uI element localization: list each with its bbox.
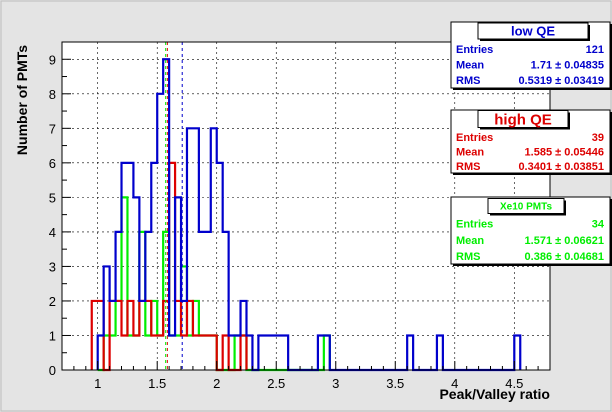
x-tick-label: 3 — [332, 376, 339, 391]
stats-title-frame — [477, 22, 589, 40]
stats-title-frame — [487, 198, 565, 214]
stats-row-label: RMS — [456, 75, 480, 87]
axes: 1 1.5 2 2.5 3 3.5 4 4.5 0 1 2 3 4 5 6 7 8 9 — [49, 41, 551, 391]
y-tick-label: 2 — [49, 294, 56, 309]
stats-row-value: 0.5319 ± 0.03419 — [518, 75, 604, 87]
x-tick-label: 4 — [451, 376, 458, 391]
x-tick-label: 4.5 — [505, 376, 523, 391]
stats-title-frame — [477, 110, 569, 128]
mean-lines — [165, 42, 183, 370]
y-tick-label: 5 — [49, 190, 56, 205]
stats-row-value: 34 — [592, 219, 605, 231]
y-tick-label: 1 — [49, 328, 56, 343]
stats-box-low-qe: low QE Entries 121 Mean 1.71 ± 0.04835 RMS 0.5… — [450, 21, 612, 90]
stats-row-value: 0.386 ± 0.04681 — [525, 251, 604, 263]
stats-row-label: Mean — [456, 235, 484, 247]
x-tick-label: 1.5 — [148, 376, 166, 391]
stats-row-value: 121 — [586, 44, 604, 56]
stats-row-value: 39 — [592, 132, 604, 144]
stats-row-value: 1.571 ± 0.06621 — [525, 235, 604, 247]
x-tick-label: 3.5 — [386, 376, 404, 391]
stats-row-label: RMS — [456, 251, 480, 263]
x-axis-label: Peak/Valley ratio — [439, 386, 550, 402]
y-tick-label: 7 — [49, 121, 56, 136]
y-tick-label: 8 — [49, 87, 56, 102]
histogram-low-qe — [96, 58, 522, 372]
y-axis-label: Number of PMTs — [14, 45, 30, 155]
y-tick-label: 0 — [49, 363, 56, 378]
stats-row-label: Mean — [456, 60, 484, 72]
y-tick-label: 3 — [49, 259, 56, 274]
y-tick-label: 9 — [49, 52, 56, 67]
stats-boxes: low QE Entries 121 Mean 1.71 ± 0.04835 RMS 0.5… — [450, 21, 612, 266]
y-tick-label: 6 — [49, 156, 56, 171]
stats-title: low QE — [511, 24, 555, 39]
stats-row-value: 1.585 ± 0.05446 — [525, 146, 604, 158]
stats-row-label: Entries — [456, 219, 493, 231]
stats-row-label: RMS — [456, 161, 480, 173]
x-tick-label: 2.5 — [267, 376, 285, 391]
y-tick-label: 4 — [49, 225, 56, 240]
stats-row-label: Entries — [456, 132, 493, 144]
stats-row-label: Mean — [456, 146, 484, 158]
x-tick-label: 1 — [94, 376, 101, 391]
stats-row-label: Entries — [456, 44, 493, 56]
stats-title: Xe10 PMTs — [500, 202, 552, 213]
stats-box-xe10-pmts: Xe10 PMTs Entries 34 Mean 1.571 ± 0.06621 RMS… — [450, 196, 612, 266]
stats-row-value: 1.71 ± 0.04835 — [531, 60, 604, 72]
stats-row-value: 0.3401 ± 0.03851 — [518, 161, 604, 173]
x-tick-label: 2 — [213, 376, 220, 391]
stats-title: high QE — [494, 111, 552, 128]
